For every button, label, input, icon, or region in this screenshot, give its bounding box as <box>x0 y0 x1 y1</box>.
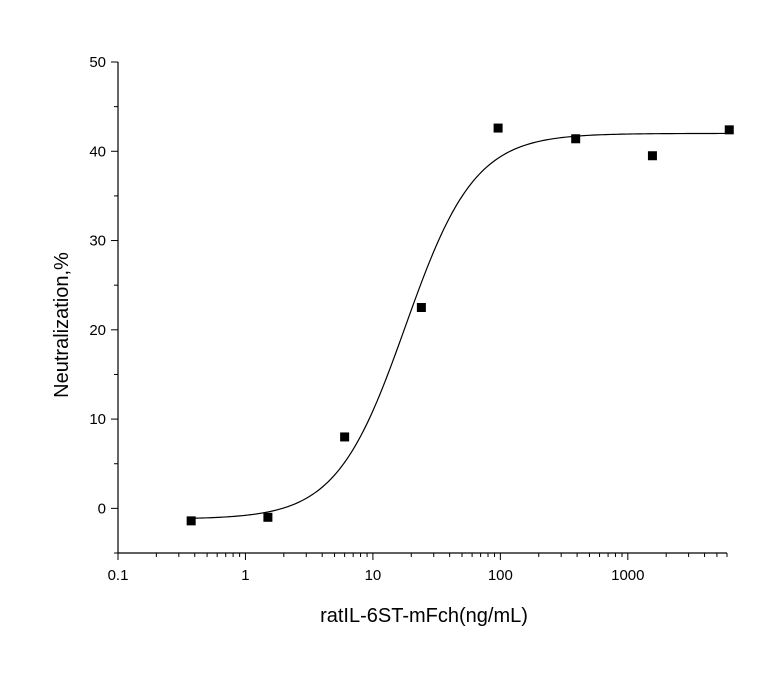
y-tick-label: 40 <box>89 143 106 160</box>
x-axis-title: ratIL-6ST-mFch(ng/mL) <box>320 605 528 627</box>
y-tick-label: 20 <box>89 322 106 339</box>
axes: 0 10 20 30 40 50 0.1 1 10 100 1000 <box>89 54 728 584</box>
fit-curve-layer <box>191 132 730 519</box>
data-point <box>493 123 503 133</box>
y-tick-label: 30 <box>89 233 106 250</box>
x-tick-label: 100 <box>488 567 513 584</box>
y-axis-title: Neutralization,% <box>51 252 73 398</box>
y-tick-label: 0 <box>98 500 106 517</box>
y-tick-label: 10 <box>89 411 106 428</box>
x-tick-label: 1 <box>241 567 249 584</box>
x-tick-label: 1000 <box>611 567 644 584</box>
fit-curve <box>191 132 730 519</box>
data-point <box>647 151 657 161</box>
data-point <box>186 516 196 526</box>
x-tick-label: 10 <box>365 567 382 584</box>
data-point <box>340 432 350 442</box>
data-point <box>416 303 426 312</box>
data-points <box>186 123 734 526</box>
x-tick-label: 0.1 <box>108 567 129 584</box>
y-tick-label: 50 <box>89 54 106 71</box>
data-point <box>263 512 273 522</box>
data-point <box>724 125 734 135</box>
data-point <box>571 134 581 144</box>
